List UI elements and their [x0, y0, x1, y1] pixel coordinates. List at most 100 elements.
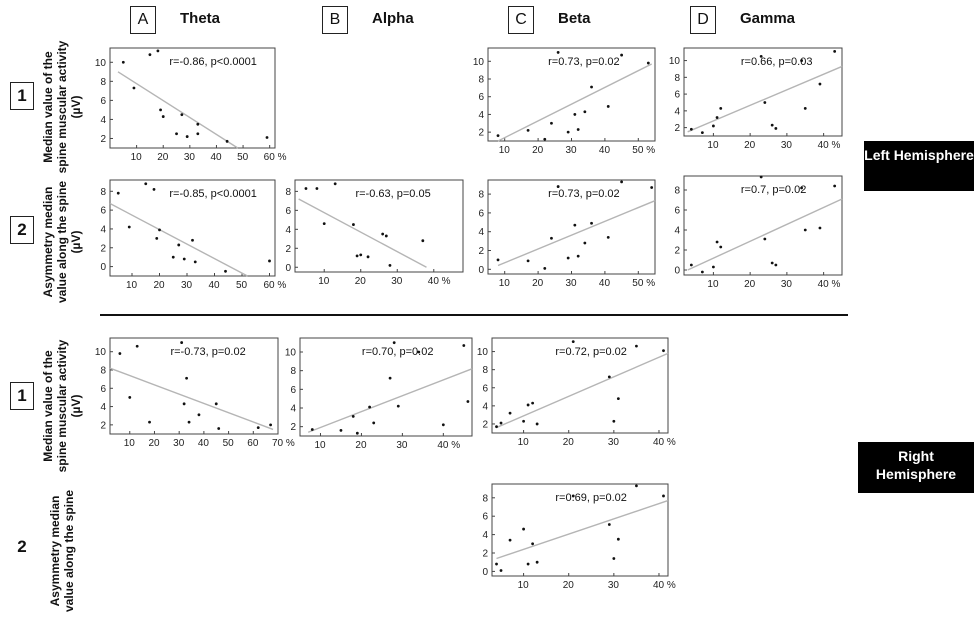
x-tick-label: 10: [707, 279, 719, 290]
x-tick-label: 10: [499, 278, 511, 289]
left-hemisphere-label: Left Hemisphere: [864, 141, 974, 191]
data-point: [573, 223, 577, 227]
data-point: [339, 429, 343, 432]
x-tick-label: 30: [184, 152, 196, 163]
data-point: [616, 537, 620, 541]
data-point: [646, 61, 650, 65]
scatter-left-gamma-median: 2 4 6 8 10 10 20 30 40 % r=0.66, p=0.03: [669, 47, 843, 151]
data-point: [496, 258, 500, 262]
y-tick-label: 8: [100, 366, 106, 377]
plot-frame: [299, 337, 473, 437]
x-tick-label: 20: [532, 145, 544, 156]
column-name: Beta: [558, 10, 591, 27]
data-point: [388, 376, 392, 380]
y-tick-label: 6: [100, 96, 106, 107]
data-point: [689, 127, 693, 131]
y-tick-label: 6: [482, 512, 488, 523]
x-tick-label: 50 %: [632, 145, 655, 156]
data-point: [355, 431, 359, 435]
data-point: [803, 106, 807, 110]
scatter-left-beta-median: 2 4 6 8 10 10 20 30 40 50 % r=0.73, p=0.02: [473, 47, 656, 156]
y-tick-label: 6: [285, 206, 291, 217]
plot-frame: [683, 175, 843, 276]
x-tick-label: 70 %: [272, 438, 295, 449]
x-tick-label: 10: [131, 152, 143, 163]
data-point: [650, 186, 654, 189]
data-point: [535, 560, 539, 564]
x-tick-label: 20: [355, 440, 367, 451]
row-number-left-1: 1: [10, 82, 34, 110]
regression-line: [496, 499, 669, 560]
data-point: [662, 494, 665, 498]
data-point: [556, 185, 560, 188]
data-point: [127, 225, 131, 229]
column-name: Alpha: [372, 10, 414, 27]
data-point: [800, 186, 803, 190]
data-point: [590, 221, 593, 225]
correlation-annotation: r=0.73, p=0.02: [548, 188, 620, 200]
data-point: [719, 245, 723, 249]
plot-frame: [491, 483, 669, 577]
data-point: [368, 405, 372, 409]
data-point: [508, 538, 512, 542]
row-label-left-1: Median value of the spine muscular activ…: [41, 40, 83, 174]
y-tick-label: 4: [482, 530, 488, 541]
y-tick-label: 6: [100, 384, 106, 395]
data-point: [185, 376, 188, 380]
y-tick-label: 8: [674, 186, 680, 197]
plot-frame: [491, 337, 669, 434]
x-tick-label: 30: [566, 278, 578, 289]
x-tick-label: 20: [744, 140, 756, 151]
data-point: [315, 187, 319, 190]
data-point: [322, 222, 326, 226]
data-point: [214, 402, 218, 406]
data-point: [171, 255, 175, 259]
correlation-annotation: r=-0.85, p<0.0001: [169, 188, 256, 200]
x-tick-label: 10: [318, 276, 330, 287]
x-tick-label: 50: [236, 280, 248, 291]
regression-line: [497, 200, 656, 267]
data-point: [803, 228, 807, 232]
y-tick-label: 8: [100, 187, 106, 198]
data-point: [550, 121, 553, 125]
y-tick-label: 0: [482, 567, 488, 578]
row-label-right-1: Median value of the spine muscular activ…: [41, 339, 83, 473]
correlation-annotation: r=-0.86, p<0.0001: [169, 56, 256, 68]
data-point: [148, 420, 151, 424]
y-tick-label: 8: [674, 73, 680, 84]
data-point: [526, 403, 530, 407]
x-tick-label: 10: [314, 440, 326, 451]
scatter-left-theta-asymmetry: 0 2 4 6 8 10 20 30 40 50 60 % r=-0.85, p<0.0001: [100, 179, 286, 291]
x-tick-label: 30: [391, 276, 403, 287]
data-point: [818, 226, 822, 230]
x-tick-label: 20: [744, 279, 756, 290]
correlation-annotation: r=-0.73, p=0.02: [170, 346, 245, 358]
y-tick-label: 4: [100, 402, 106, 413]
y-tick-label: 2: [100, 420, 106, 431]
x-tick-label: 60 %: [264, 280, 287, 291]
x-tick-label: 20: [532, 278, 544, 289]
y-tick-label: 2: [482, 549, 488, 560]
data-point: [576, 254, 580, 258]
y-tick-label: 8: [482, 365, 488, 376]
scatter-right-theta-median: 2 4 6 8 10 10 20 30 40 50 60 70 % r=-0.73, p=0.02: [95, 337, 295, 449]
data-point: [763, 101, 767, 104]
x-tick-label: 10: [126, 280, 138, 291]
x-tick-label: 30: [781, 140, 793, 151]
data-point: [496, 134, 500, 138]
data-point: [159, 108, 162, 112]
data-point: [158, 228, 161, 232]
x-tick-label: 30: [396, 440, 408, 451]
data-point: [196, 132, 200, 136]
data-point: [180, 113, 184, 117]
data-point: [366, 255, 370, 259]
data-point: [499, 421, 503, 425]
data-point: [177, 243, 181, 247]
data-point: [116, 191, 120, 195]
data-point: [128, 396, 132, 399]
data-point: [187, 420, 191, 424]
data-point: [759, 54, 763, 58]
data-point: [606, 235, 610, 239]
y-tick-label: 4: [285, 225, 291, 236]
column-letter: B: [322, 6, 348, 34]
